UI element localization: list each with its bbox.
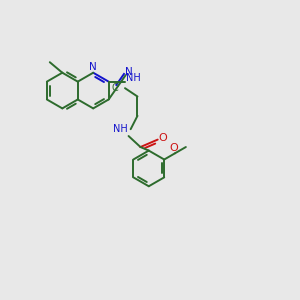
- Text: O: O: [170, 143, 178, 153]
- Text: NH: NH: [126, 73, 141, 83]
- Text: C: C: [111, 82, 118, 93]
- Text: NH: NH: [113, 124, 128, 134]
- Text: O: O: [159, 133, 167, 143]
- Text: N: N: [125, 67, 133, 76]
- Text: N: N: [89, 62, 97, 72]
